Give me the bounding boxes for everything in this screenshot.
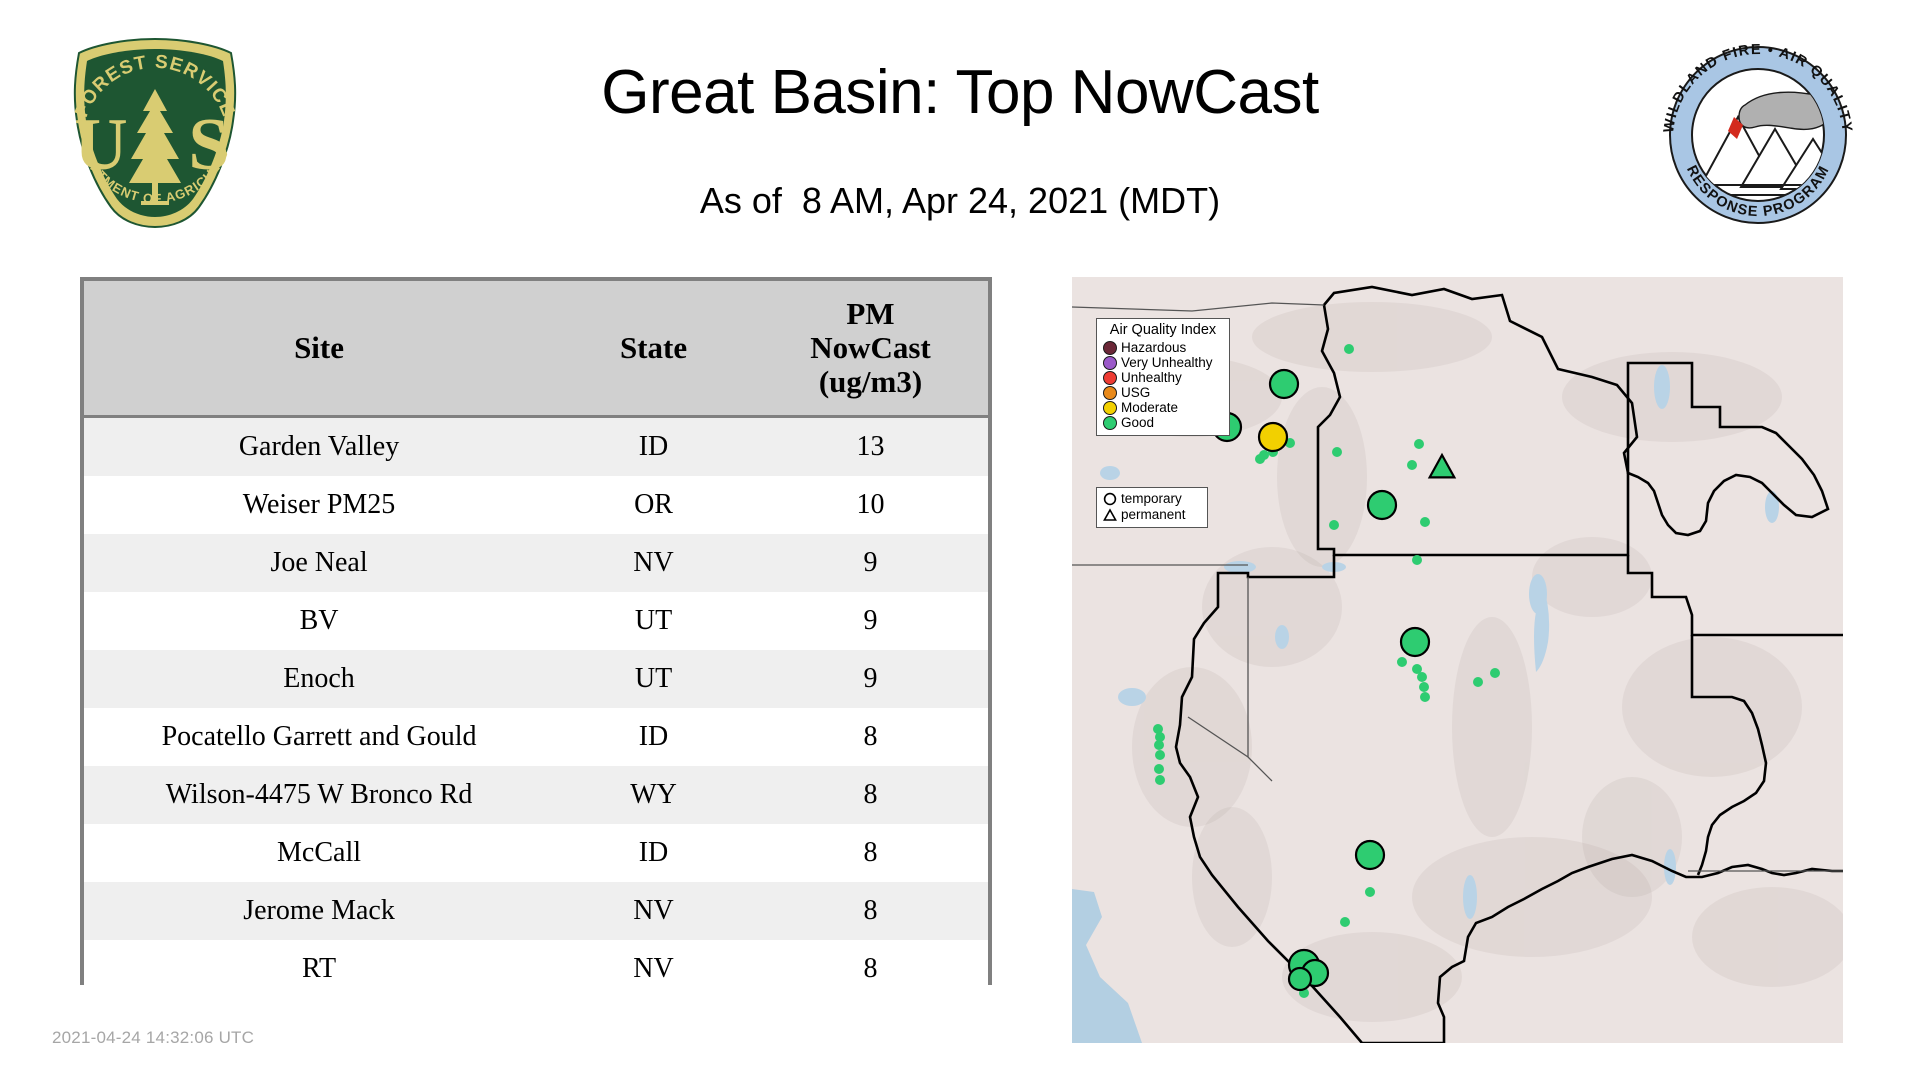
aqi-legend-item-unhealthy[interactable]: Unhealthy (1103, 370, 1223, 385)
cell-state: NV (554, 882, 753, 940)
circle-marker-icon (1102, 491, 1118, 507)
cell-pm: 8 (752, 708, 988, 766)
column-header-pm-line3: (ug/m3) (818, 364, 923, 399)
column-header-site-label: Site (294, 330, 344, 365)
state-boundaries (1072, 285, 1843, 1043)
aqi-label-unhealthy: Unhealthy (1121, 370, 1182, 385)
cell-site: Garden Valley (84, 416, 555, 476)
pacific-ocean (1072, 889, 1142, 1043)
cell-pm: 8 (752, 824, 988, 882)
cell-state: ID (554, 824, 753, 882)
table-row[interactable]: Garden Valley ID 13 (84, 416, 988, 476)
column-header-pm-nowcast[interactable]: PM NowCast (ug/m3) (752, 281, 988, 418)
column-header-site[interactable]: Site (84, 281, 555, 418)
cell-site: Joe Neal (84, 534, 555, 592)
aqi-dot-moderate (1103, 400, 1117, 415)
aqi-legend-item-good[interactable]: Good (1103, 415, 1223, 430)
cell-state: WY (554, 766, 753, 824)
table-row[interactable]: Joe Neal NV 9 (84, 534, 988, 592)
generated-timestamp: 2021-04-24 14:32:06 UTC (52, 1028, 255, 1047)
aqi-legend-item-hazardous[interactable]: Hazardous (1103, 340, 1223, 355)
cell-state: NV (554, 534, 753, 592)
cell-site: BV (84, 592, 555, 650)
cell-pm: 8 (752, 882, 988, 940)
aqi-dot-hazardous (1103, 340, 1117, 355)
cell-site: Wilson-4475 W Bronco Rd (84, 766, 555, 824)
cell-state: UT (554, 650, 753, 708)
aqi-label-good: Good (1121, 415, 1155, 430)
flame-icon (1728, 117, 1743, 139)
aqi-legend-item-very-unhealthy[interactable]: Very Unhealthy (1103, 355, 1223, 370)
cell-state: ID (554, 708, 753, 766)
table-header-row: Site State PM NowCast (ug/m3) (84, 281, 988, 418)
aqi-dot-good (1103, 415, 1117, 430)
water-bodies (1100, 365, 1779, 919)
table-row[interactable]: Weiser PM25 OR 10 (84, 476, 988, 534)
page-subtitle: As of 8 AM, Apr 24, 2021 (MDT) (699, 180, 1221, 221)
monitor-type-item-temporary[interactable]: temporary (1102, 491, 1202, 507)
aqi-legend: Air Quality Index Hazardous Very Unhealt… (1096, 318, 1230, 436)
cell-site: Weiser PM25 (84, 476, 555, 534)
cell-pm: 8 (752, 940, 988, 998)
monitor-type-item-permanent[interactable]: permanent (1102, 507, 1202, 523)
wfaqrp-logo: WILDLAND FIRE • AIR QUALITY RESPONSE PRO… (1655, 35, 1860, 230)
cell-state: NV (554, 940, 753, 998)
column-header-state-label: State (619, 330, 688, 365)
cell-pm: 9 (752, 650, 988, 708)
table-row[interactable]: BV UT 9 (84, 592, 988, 650)
monitor-type-label-temporary: temporary (1121, 491, 1182, 506)
nowcast-table: Site State PM NowCast (ug/m3) Garden Val… (84, 281, 988, 998)
aqi-dot-usg (1103, 385, 1117, 400)
aqi-label-moderate: Moderate (1121, 400, 1179, 415)
cell-site: Enoch (84, 650, 555, 708)
column-header-pm-line2: NowCast (810, 330, 931, 365)
monitor-type-label-permanent: permanent (1121, 507, 1186, 522)
aqi-dot-very-unhealthy (1103, 355, 1117, 370)
monitor-type-legend: temporary permanent (1096, 487, 1208, 528)
cell-state: OR (554, 476, 753, 534)
triangle-marker-icon (1102, 507, 1118, 523)
column-header-pm-line1: PM (846, 296, 895, 331)
aqi-label-usg: USG (1121, 385, 1151, 400)
table-row[interactable]: Jerome Mack NV 8 (84, 882, 988, 940)
page-title: Great Basin: Top NowCast (601, 58, 1319, 127)
usfs-letter-u: U (74, 104, 127, 186)
table-row[interactable]: Enoch UT 9 (84, 650, 988, 708)
cell-site: RT (84, 940, 555, 998)
aqi-legend-title: Air Quality Index (1109, 322, 1217, 338)
cell-pm: 10 (752, 476, 988, 534)
cell-pm: 8 (752, 766, 988, 824)
usfs-shield-logo: FOREST SERVICE DEPARTMENT OF AGRICULTURE… (55, 35, 255, 230)
pine-tree-icon (129, 89, 181, 205)
cell-site: McCall (84, 824, 555, 882)
table-row[interactable]: Wilson-4475 W Bronco Rd WY 8 (84, 766, 988, 824)
aqi-label-hazardous: Hazardous (1121, 340, 1187, 355)
table-row[interactable]: McCall ID 8 (84, 824, 988, 882)
cell-pm: 9 (752, 534, 988, 592)
table-row[interactable]: Pocatello Garrett and Gould ID 8 (84, 708, 988, 766)
aqi-label-very-unhealthy: Very Unhealthy (1121, 355, 1213, 370)
usfs-letter-s: S (188, 104, 229, 186)
cell-pm: 13 (752, 416, 988, 476)
cell-pm: 9 (752, 592, 988, 650)
aqi-dot-unhealthy (1103, 370, 1117, 385)
cell-state: ID (554, 416, 753, 476)
cell-state: UT (554, 592, 753, 650)
aqi-legend-item-moderate[interactable]: Moderate (1103, 400, 1223, 415)
aqi-legend-item-usg[interactable]: USG (1103, 385, 1223, 400)
cell-site: Jerome Mack (84, 882, 555, 940)
table-body: Garden Valley ID 13 Weiser PM25 OR 10 Jo… (84, 416, 988, 998)
column-header-state[interactable]: State (554, 281, 753, 418)
table-row[interactable]: RT NV 8 (84, 940, 988, 998)
cell-site: Pocatello Garrett and Gould (84, 708, 555, 766)
nowcast-table-container: Site State PM NowCast (ug/m3) Garden Val… (80, 277, 992, 998)
